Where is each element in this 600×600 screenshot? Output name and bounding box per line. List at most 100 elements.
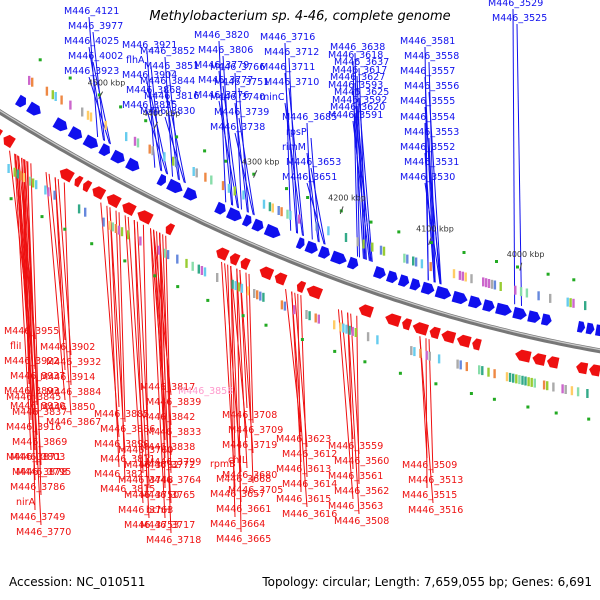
rna-marker <box>123 259 127 263</box>
gene-label: M446_3613 <box>276 464 331 475</box>
label-leader-line <box>516 23 523 306</box>
gene-label: M446_3525 <box>492 13 547 24</box>
kbp-tick-mark <box>428 237 432 246</box>
reverse-gene-arrow <box>385 313 402 327</box>
annotation-box <box>117 225 121 235</box>
annotation-box <box>333 320 336 330</box>
label-leader-line <box>115 210 126 483</box>
label-leader-line <box>124 215 144 504</box>
kbp-tick-mark <box>153 121 159 130</box>
feature-tracks <box>0 58 600 421</box>
annotation-box <box>133 136 137 146</box>
rna-marker <box>241 314 245 318</box>
reverse-gene-arrow <box>74 175 84 188</box>
gene-label: M446_3614 <box>282 479 337 490</box>
label-leader-line <box>352 90 364 259</box>
kbp-tick-mark <box>339 206 344 215</box>
rna-marker <box>119 105 123 109</box>
forward-gene-arrow <box>576 321 586 333</box>
label-leader-line <box>291 291 308 508</box>
label-leader-line <box>352 60 359 257</box>
label-leader-line <box>21 157 42 526</box>
kbp-tick-label: 4300 kbp <box>242 157 280 166</box>
gene-label: M446_3830 <box>140 106 195 117</box>
label-leader-line <box>350 313 360 455</box>
annotation-box <box>108 220 111 230</box>
annotation-box <box>53 190 56 200</box>
kbp-tick-label: 4100 kbp <box>416 224 454 233</box>
annotation-box <box>546 381 549 391</box>
gene-label: M446_3716 <box>260 32 315 43</box>
label-leader-line <box>428 167 442 285</box>
gene-label: M446_3712 <box>264 47 319 58</box>
annotation-box <box>482 277 485 287</box>
reverse-gene-arrow <box>165 223 176 236</box>
annotation-box <box>69 100 72 110</box>
gene-label: M446_3556 <box>404 81 459 92</box>
rna-marker <box>554 411 558 415</box>
forward-gene-arrow <box>527 310 541 323</box>
gene-label: M446_3833 <box>146 427 201 438</box>
annotation-box <box>86 110 90 120</box>
gene-label: M446_3779 <box>194 60 249 71</box>
annotation-box <box>13 167 16 177</box>
gene-label: M446_3612 <box>282 449 337 460</box>
annotation-box <box>111 222 114 232</box>
annotation-box <box>148 144 151 154</box>
label-leader-line <box>159 232 172 534</box>
annotation-box <box>172 156 175 166</box>
rna-marker <box>397 230 401 234</box>
forward-gene-arrow <box>330 250 347 265</box>
reverse-gene-arrow <box>472 338 482 351</box>
annotation-box <box>139 236 142 246</box>
rna-marker <box>572 278 576 282</box>
gene-label: M446_3886 <box>100 424 155 435</box>
gene-label: M446_3705 <box>228 485 283 496</box>
annotation-box <box>277 206 280 215</box>
forward-gene-arrow <box>397 274 410 287</box>
annotation-box <box>570 386 574 396</box>
label-leader-line <box>133 220 150 519</box>
annotation-box <box>125 132 128 142</box>
label-leader-line <box>356 75 365 260</box>
annotation-box <box>51 90 54 100</box>
gene-labels: M446_4121M446_3977M446_4025M446_4002M446… <box>4 0 547 546</box>
rna-marker <box>434 382 438 386</box>
forward-gene-arrow <box>317 245 330 259</box>
reverse-gene-arrow <box>259 266 275 281</box>
gene-label: M446_3717 <box>140 520 195 531</box>
annotation-box <box>348 325 351 335</box>
forward-gene-arrow <box>373 266 386 279</box>
gene-label: M446_3799 <box>146 457 201 468</box>
label-leader-line <box>352 120 370 261</box>
gene-label: M446_3615 <box>276 494 331 505</box>
annotation-box <box>576 387 580 397</box>
annotation-box <box>191 261 194 271</box>
gene-label: M446_3893 <box>4 386 59 397</box>
annotation-box <box>136 138 140 148</box>
forward-gene-arrow <box>110 149 125 164</box>
genome-backbone <box>0 109 600 354</box>
annotation-box <box>412 256 415 266</box>
gene-label: M446_3749 <box>10 512 65 523</box>
annotation-box <box>508 372 512 382</box>
label-leader-line <box>425 338 428 489</box>
gene-label: M446_3786 <box>10 482 65 493</box>
label-leader-line <box>347 312 354 470</box>
gene-label: M446_3851 <box>144 61 199 72</box>
label-leader-line <box>236 268 248 469</box>
annotation-box <box>84 207 87 217</box>
annotation-box <box>493 280 497 290</box>
gene-label: M446_3806 <box>198 45 253 56</box>
gene-label: M446_3923 <box>64 66 119 77</box>
label-leader-line <box>284 72 298 234</box>
forward-gene-arrow <box>214 201 226 215</box>
annotation-box <box>268 202 272 212</box>
reverse-gene-arrow <box>515 349 532 363</box>
annotation-box <box>163 152 166 162</box>
annotation-box <box>231 279 234 289</box>
annotation-box <box>366 332 370 342</box>
annotation-box <box>586 389 589 398</box>
